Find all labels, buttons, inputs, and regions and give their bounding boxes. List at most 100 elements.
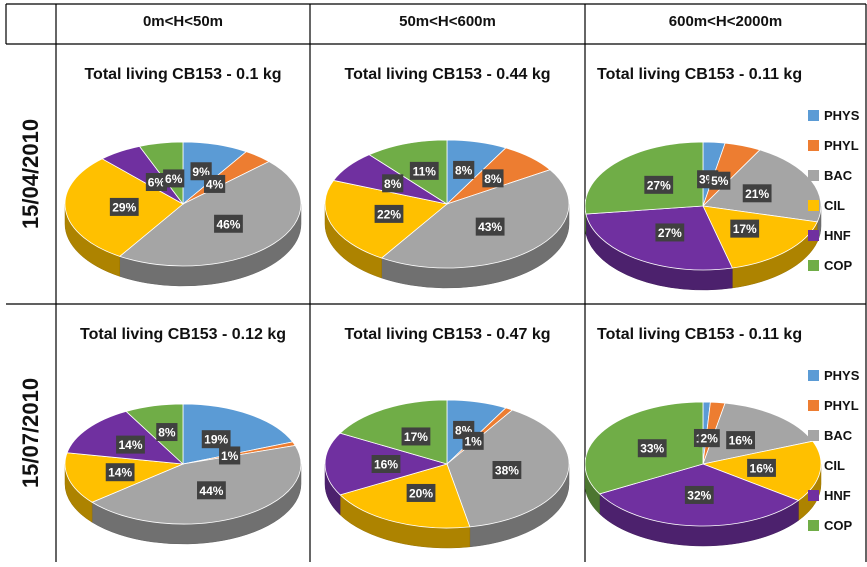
row-label-1: 15/04/2010	[6, 44, 56, 304]
data-label-text: 16%	[750, 461, 774, 475]
data-label-text: 8%	[158, 426, 176, 440]
data-label: 14%	[116, 435, 145, 454]
data-label-box	[214, 214, 243, 233]
legend-label: PHYL	[824, 397, 859, 413]
legend-swatch	[808, 489, 819, 501]
data-label-text: 1%	[464, 434, 482, 448]
data-label: 22%	[374, 204, 404, 223]
data-label-text: 16%	[374, 458, 398, 472]
pie-title: Total living CB153 - 0.11 kg	[597, 326, 803, 343]
data-label-box	[409, 161, 439, 180]
legend-swatch	[808, 229, 819, 241]
data-label-box	[742, 184, 772, 203]
data-label-box	[219, 446, 241, 465]
data-label-box	[197, 481, 226, 500]
data-label: 27%	[644, 175, 674, 194]
legend-swatch	[808, 259, 819, 271]
data-label-text: 8%	[384, 177, 402, 191]
legend-swatch	[808, 429, 819, 441]
pie-slice-bac	[118, 161, 302, 267]
data-label: 1%	[462, 431, 484, 450]
data-label-box	[116, 435, 145, 454]
data-label: 5%	[709, 171, 731, 190]
pie-slice-phys	[182, 403, 294, 465]
data-label-text: 27%	[647, 178, 671, 192]
data-label-text: 29%	[112, 200, 136, 214]
pie-slice-cop	[138, 141, 184, 206]
legend-label: HNF	[824, 227, 851, 243]
data-label-box	[105, 463, 135, 482]
data-label-text: 1%	[221, 449, 239, 463]
pie-slice-bac	[380, 169, 570, 269]
legend-label: BAC	[824, 427, 853, 443]
pie-cell-jul-mid: Total living CB153 - 0.47 kg 8% 1% 38% 20% 1…	[310, 304, 585, 562]
pie-title: Total living CB153 - 0.47 kg	[344, 326, 551, 343]
data-label-text: 6%	[148, 176, 166, 190]
data-label-text: 21%	[745, 187, 769, 201]
data-label-text: 14%	[118, 438, 142, 452]
data-label-text: 46%	[216, 217, 240, 231]
legend-item-phyl: PHYL	[808, 136, 859, 154]
data-label: 14%	[105, 463, 135, 482]
pie-chart-apr-shallow: 9%4%46%29%6% 6%	[64, 141, 302, 287]
data-label: 8%	[453, 160, 475, 179]
data-label-box	[163, 169, 185, 188]
data-label: 17%	[730, 219, 760, 238]
pie-slice-cil	[339, 463, 471, 529]
pie-title: Total living CB153 - 0.1 kg	[84, 66, 282, 83]
data-label-box	[730, 219, 760, 238]
data-label: 6%	[163, 169, 185, 188]
pie-title: Total living CB153 - 0.12 kg	[80, 326, 286, 343]
column-header-3: 600m<H<2000m	[668, 13, 783, 30]
data-label-text: 27%	[658, 226, 682, 240]
legend-swatch	[808, 169, 819, 181]
data-label-box	[655, 223, 685, 242]
legend-item-bac: BAC	[808, 166, 852, 184]
data-label-text: 43%	[478, 220, 502, 234]
pie-slice-cop	[368, 139, 448, 205]
data-label-box	[684, 485, 714, 504]
legend-swatch	[808, 139, 819, 151]
data-label: 44%	[197, 481, 226, 500]
data-label-text: 20%	[409, 486, 433, 500]
legend-item-bac: BAC	[808, 426, 852, 444]
legend-item-cop: COP	[808, 516, 852, 534]
data-label-box	[709, 171, 731, 190]
data-label-box	[637, 439, 667, 458]
pie-title: Total living CB153 - 0.44 kg	[344, 66, 551, 83]
data-label: 16%	[747, 458, 776, 477]
legend-item-hnf: HNF	[808, 486, 851, 504]
row-label-2: 15/07/2010	[6, 304, 56, 562]
data-label-box	[201, 430, 231, 449]
data-label-text: 8%	[484, 172, 502, 186]
data-label-box	[371, 455, 401, 473]
data-label-text: 6%	[165, 172, 183, 186]
data-label-text: 44%	[199, 484, 223, 498]
pie-chart-apr-deep: 3%5%21%17%27%27%	[584, 141, 822, 291]
legend-swatch	[808, 369, 819, 381]
data-label-text: 32%	[687, 488, 711, 502]
data-label-box	[453, 160, 475, 179]
data-label-text: 5%	[711, 174, 729, 188]
legend-item-phyl: PHYL	[808, 396, 859, 414]
data-label-box	[374, 204, 404, 223]
column-header-2: 50m<H<600m	[399, 13, 496, 30]
pie-cell-apr-deep: Total living CB153 - 0.11 kg 3% 5% 21% 17% 2…	[584, 44, 866, 304]
data-label-text: 17%	[404, 430, 428, 444]
pie-cell-apr-mid: Total living CB153 - 0.44 kg 8% 8% 43% 22% 8…	[310, 44, 585, 304]
data-label-box	[644, 175, 674, 194]
pie-chart-jul-shallow: 19% 1% 44% 14% 14% 8%	[64, 403, 302, 545]
data-label: 2%	[698, 429, 720, 448]
data-label-text: 14%	[108, 466, 132, 480]
data-label-text: 38%	[495, 463, 519, 477]
data-label: 6%	[145, 173, 168, 192]
data-label: 11%	[409, 161, 439, 180]
data-label-box	[482, 169, 504, 188]
data-label-box	[156, 423, 178, 442]
data-label-text: 8%	[455, 163, 473, 177]
column-header-1: 0m<H<50m	[142, 13, 224, 30]
pie-cell-jul-deep: Total living CB153 - 0.11 kg 1%2%16%16%3…	[584, 304, 866, 562]
data-label-box	[406, 483, 436, 502]
legend-item-cil: CIL	[808, 456, 845, 474]
